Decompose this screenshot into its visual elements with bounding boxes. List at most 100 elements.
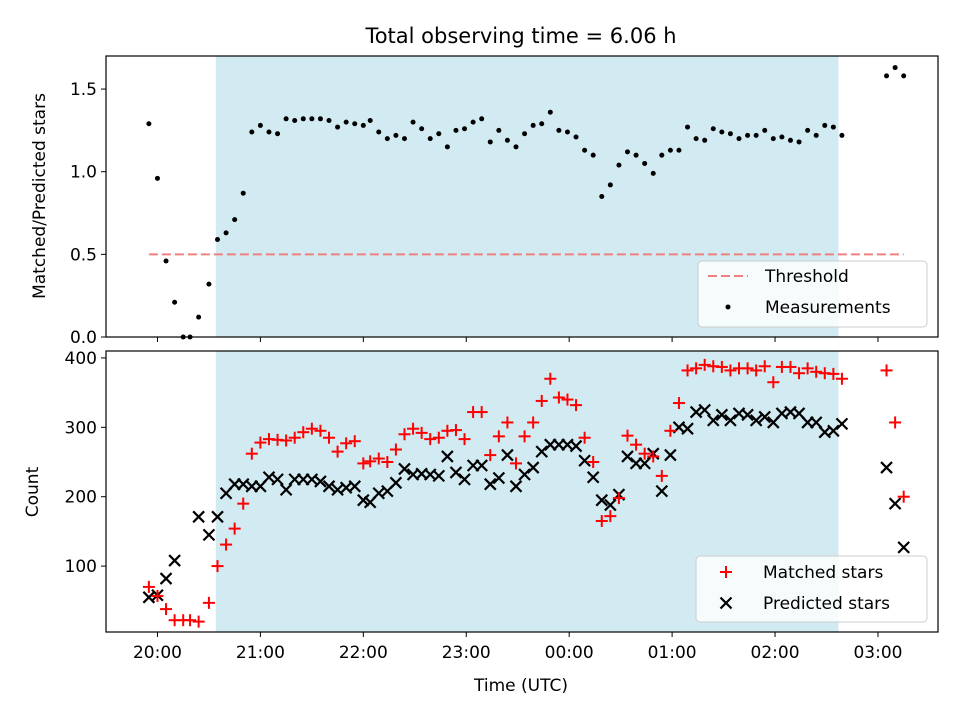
matched-point-63	[681, 364, 694, 377]
x-tick-label-2: 22:00	[339, 643, 388, 663]
legend-threshold-label: Threshold	[764, 267, 849, 287]
predicted-point-38-b	[483, 477, 497, 491]
matched-point-22	[331, 445, 344, 458]
measurement-point-75	[787, 137, 793, 143]
predicted-point-49-b	[578, 454, 591, 467]
predicted-point-58-b	[655, 484, 669, 498]
matched-stars-points	[142, 358, 910, 628]
predicted-point-48-b	[569, 439, 583, 453]
top-measurement-points	[146, 65, 907, 340]
measurement-point-65	[702, 137, 708, 143]
measurement-point-78	[813, 132, 819, 138]
predicted-point-64-b	[706, 414, 720, 427]
legend-matched-label: Matched stars	[763, 563, 883, 583]
predicted-point-63-b	[698, 403, 711, 417]
predicted-point-25-b	[372, 486, 386, 500]
measurement-point-64	[693, 136, 699, 142]
measurement-point-10	[232, 217, 238, 223]
measurement-point-8	[215, 236, 221, 242]
predicted-point-78-b	[827, 424, 840, 438]
predicted-point-61	[681, 422, 694, 435]
bottom-plot-frame	[105, 350, 939, 633]
predicted-point-80-b	[880, 461, 893, 474]
legend-measurements-label: Measurements	[765, 298, 891, 318]
matched-point-82	[880, 364, 893, 377]
measurement-point-0	[146, 121, 152, 127]
matched-point-37	[458, 433, 471, 446]
measurement-point-76	[796, 139, 802, 145]
top-legend: Threshold Measurements	[697, 260, 928, 328]
chart-title: Total observing time = 6.06 h	[364, 24, 676, 48]
top-y-axis-label: Matched/Predicted stars	[30, 93, 50, 299]
matched-point-29	[389, 443, 402, 456]
measurement-point-14	[266, 129, 272, 135]
matched-point-46	[535, 394, 548, 407]
bottom-legend: Matched stars Predicted stars	[695, 555, 928, 623]
predicted-point-72-b	[775, 407, 789, 420]
measurement-point-47	[547, 109, 553, 115]
top-y-tick-label-0: 0.0	[70, 328, 97, 348]
predicted-point-59	[664, 448, 677, 462]
matched-point-9	[220, 538, 233, 551]
measurement-point-33	[427, 136, 433, 142]
predicted-point-37-b	[475, 459, 488, 472]
predicted-point-66-b	[724, 414, 737, 427]
measurement-point-60	[659, 152, 665, 158]
predicted-point-42-b	[518, 468, 531, 481]
matched-point-0	[142, 580, 155, 593]
predicted-point-81	[888, 497, 902, 510]
measurement-point-84	[901, 73, 907, 79]
measurement-point-40	[487, 139, 493, 145]
predicted-point-39-b	[492, 471, 506, 485]
predicted-point-79	[835, 417, 849, 431]
x-tick-label-4: 00:00	[545, 643, 594, 663]
x-tick-label-5: 01:00	[648, 643, 697, 663]
predicted-point-66	[724, 414, 737, 427]
measurement-point-37	[462, 126, 468, 132]
measurement-point-17	[292, 117, 298, 123]
measurement-point-79	[822, 122, 828, 128]
matched-point-68	[724, 364, 737, 377]
bottom-legend-box	[695, 555, 928, 623]
x-tick-label-7: 03:00	[853, 643, 902, 663]
measurement-point-38	[470, 119, 476, 125]
matched-point-28	[381, 456, 394, 469]
legend-matched-swatch	[720, 566, 732, 578]
matched-point-39	[475, 406, 488, 419]
measurement-point-31	[410, 119, 416, 125]
measurement-point-67	[719, 129, 725, 135]
measurement-point-18	[300, 116, 306, 122]
measurement-point-48	[556, 127, 562, 133]
measurement-point-26	[367, 117, 373, 123]
measurement-point-15	[275, 131, 281, 137]
predicted-point-28-b	[398, 462, 411, 476]
measurement-point-36	[453, 127, 459, 133]
measurement-point-16	[283, 116, 289, 122]
measurement-point-7	[206, 281, 212, 287]
matched-point-31	[407, 422, 420, 435]
matched-point-48	[552, 391, 565, 404]
legend-predicted-marker-b	[719, 596, 733, 610]
measurement-point-70	[745, 132, 751, 138]
predicted-point-68-b	[741, 408, 754, 422]
predicted-point-27	[389, 476, 403, 490]
measurement-point-23	[343, 119, 349, 125]
predicted-point-28	[398, 462, 411, 476]
measurement-point-73	[770, 136, 776, 142]
predicted-point-3	[168, 554, 181, 567]
measurement-point-49	[564, 129, 570, 135]
predicted-point-35-b	[458, 473, 471, 486]
predicted-point-48	[569, 439, 583, 453]
predicted-point-81-b	[888, 497, 902, 510]
measurement-point-20	[317, 116, 323, 122]
predicted-point-61-b	[681, 422, 694, 435]
predicted-point-82-b	[897, 541, 910, 554]
matched-point-16	[280, 434, 293, 447]
predicted-point-5-b	[202, 528, 216, 542]
bottom-y-tick-label-3: 400	[65, 349, 97, 369]
matched-point-72	[758, 360, 771, 373]
matched-point-25	[357, 457, 370, 470]
bottom-y-ticks: 100 200 300 400	[65, 349, 106, 577]
predicted-point-50-b	[586, 470, 600, 484]
matched-point-8	[211, 560, 224, 573]
